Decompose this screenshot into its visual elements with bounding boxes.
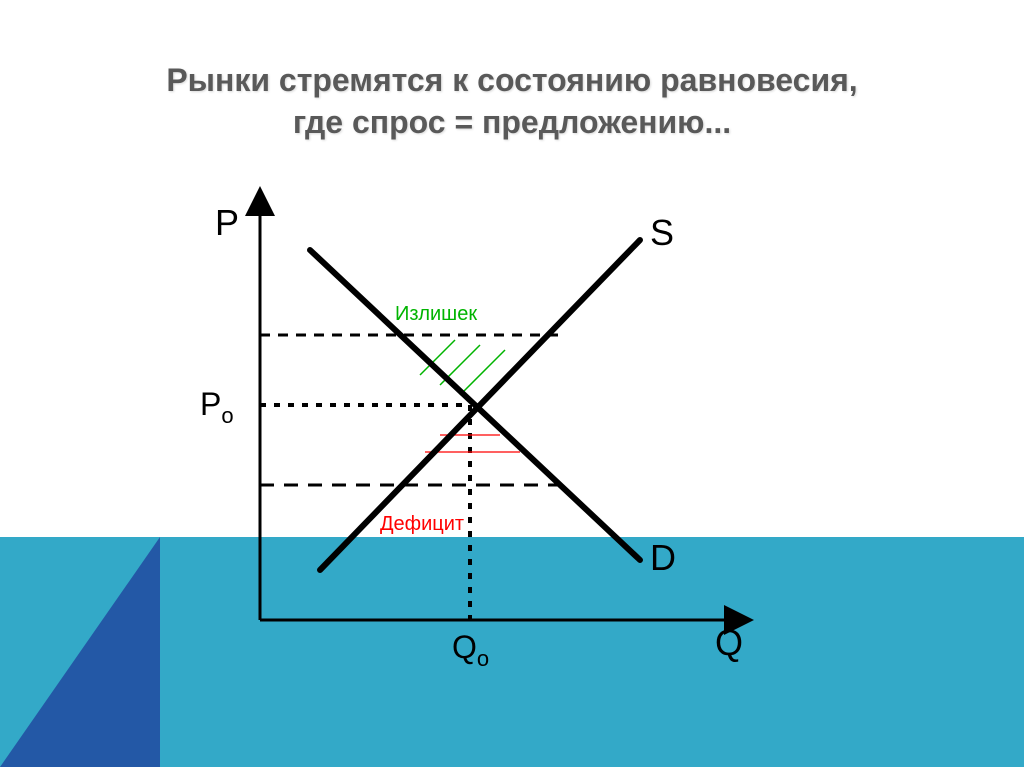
- supply-label: S: [650, 212, 674, 253]
- title-line-1: Рынки стремятся к состоянию равновесия,: [166, 62, 857, 98]
- background-triangle: [0, 537, 160, 767]
- x-axis-label: Q: [715, 622, 743, 663]
- deficit-label: Дефицит: [380, 513, 464, 535]
- surplus-label: Излишек: [395, 303, 477, 325]
- supply-demand-chart: P Q S D Pо Qо Излишек Дефицит: [200, 190, 800, 670]
- slide-title: Рынки стремятся к состоянию равновесия, …: [0, 60, 1024, 143]
- equilibrium-price-label: Pо: [200, 386, 234, 428]
- title-line-2: где спрос = предложению...: [293, 104, 731, 140]
- demand-label: D: [650, 537, 676, 578]
- supply-curve: [320, 240, 640, 570]
- equilibrium-qty-label: Qо: [452, 629, 489, 671]
- y-axis-label: P: [215, 202, 239, 243]
- chart-svg: P Q S D Pо Qо Излишек Дефицит: [200, 190, 800, 690]
